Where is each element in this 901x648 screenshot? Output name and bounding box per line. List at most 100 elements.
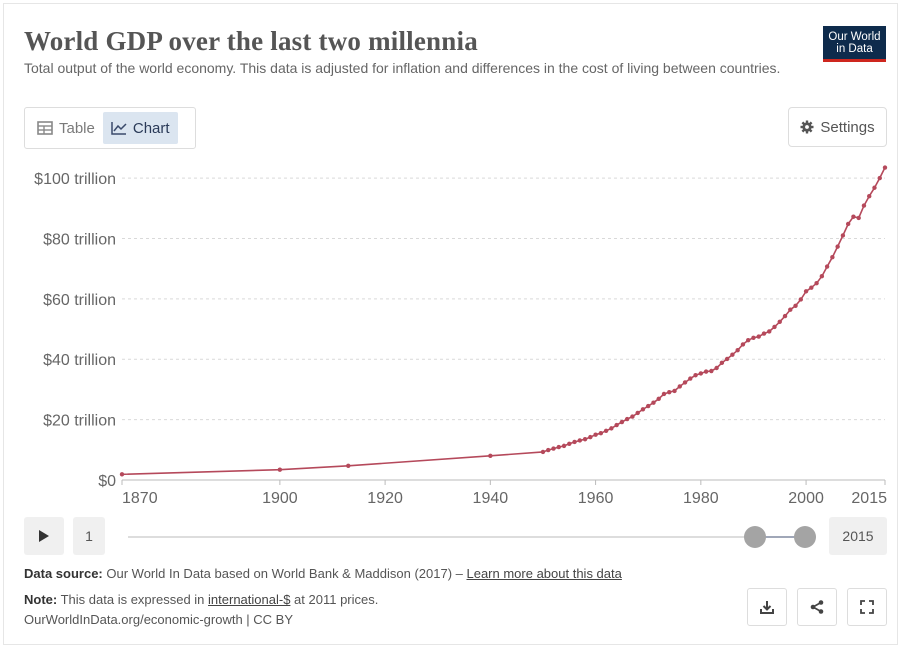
chart-subtitle: Total output of the world economy. This … bbox=[24, 60, 781, 76]
line-chart: $0 $20 trillion $40 trillion $60 trillion $8… bbox=[34, 165, 888, 507]
data-point bbox=[346, 463, 351, 469]
data-point bbox=[567, 441, 572, 446]
view-tabs: Table Chart bbox=[24, 107, 196, 149]
data-point bbox=[646, 403, 651, 409]
note-text-after: at 2011 prices. bbox=[294, 592, 379, 607]
source-url[interactable]: OurWorldInData.org/economic-growth | CC … bbox=[24, 612, 294, 627]
data-point bbox=[756, 334, 761, 339]
data-point bbox=[840, 233, 846, 238]
data-point bbox=[661, 391, 667, 397]
data-point bbox=[719, 360, 725, 366]
data-point bbox=[651, 400, 656, 405]
play-button[interactable] bbox=[24, 517, 64, 555]
y-tick-label: $100 trillion bbox=[34, 171, 116, 188]
data-point bbox=[556, 444, 561, 450]
data-point bbox=[877, 175, 882, 181]
data-point bbox=[677, 384, 682, 389]
x-tick-label: 1960 bbox=[578, 490, 614, 507]
data-point bbox=[845, 221, 851, 227]
chart-title: World GDP over the last two millennia bbox=[24, 26, 478, 56]
data-point bbox=[577, 438, 582, 443]
fullscreen-button[interactable] bbox=[847, 588, 887, 626]
data-source-label: Data source: bbox=[24, 566, 103, 581]
data-point bbox=[598, 431, 604, 436]
data-point bbox=[793, 303, 798, 309]
data-point bbox=[588, 434, 593, 440]
data-point bbox=[698, 371, 704, 376]
data-point bbox=[872, 185, 877, 190]
data-point bbox=[624, 416, 630, 422]
y-tick-label: $20 trillion bbox=[43, 413, 116, 430]
data-point bbox=[851, 214, 856, 219]
data-point bbox=[819, 274, 825, 279]
data-point bbox=[656, 396, 661, 401]
international-dollar-link[interactable]: international-$ bbox=[208, 592, 291, 607]
tab-table-label: Table bbox=[59, 119, 95, 137]
data-point bbox=[546, 447, 551, 453]
data-point bbox=[714, 365, 719, 371]
timeline-start-year[interactable]: 1 bbox=[73, 517, 105, 555]
download-button[interactable] bbox=[747, 588, 787, 626]
data-point bbox=[761, 331, 767, 336]
data-point bbox=[703, 369, 709, 374]
data-point bbox=[603, 428, 609, 433]
data-point bbox=[830, 254, 835, 260]
data-source-line: Data source: Our World In Data based on … bbox=[24, 566, 622, 581]
data-point bbox=[488, 453, 493, 459]
share-button[interactable] bbox=[797, 588, 837, 626]
fullscreen-icon bbox=[860, 600, 874, 614]
grid-lines bbox=[122, 177, 885, 421]
data-point bbox=[772, 324, 777, 330]
data-point bbox=[803, 289, 809, 294]
tab-table[interactable]: Table bbox=[29, 112, 103, 144]
data-source-text: Our World In Data based on World Bank & … bbox=[106, 566, 463, 581]
data-point bbox=[561, 443, 567, 449]
series-line-world bbox=[121, 167, 886, 476]
data-point bbox=[593, 432, 598, 437]
timeline-end-handle[interactable] bbox=[794, 526, 816, 548]
gear-icon bbox=[800, 120, 814, 134]
x-tick-label: 2000 bbox=[788, 490, 824, 507]
data-point bbox=[630, 414, 635, 419]
table-icon bbox=[37, 121, 53, 135]
tab-chart-label: Chart bbox=[132, 119, 170, 137]
chart-frame bbox=[3, 3, 898, 645]
data-point bbox=[777, 319, 782, 325]
data-point bbox=[751, 335, 756, 341]
timeline-end-year[interactable]: 2015 bbox=[829, 517, 887, 555]
data-point bbox=[540, 449, 546, 455]
line-chart-icon bbox=[111, 122, 127, 135]
data-point bbox=[782, 313, 788, 319]
data-point bbox=[582, 437, 588, 442]
data-point bbox=[835, 244, 840, 249]
data-point bbox=[693, 373, 698, 378]
x-tick-label: 1940 bbox=[473, 490, 509, 507]
learn-more-link[interactable]: Learn more about this data bbox=[466, 566, 622, 581]
data-point bbox=[798, 297, 804, 302]
series bbox=[119, 165, 888, 477]
data-point bbox=[809, 285, 814, 290]
note-label: Note: bbox=[24, 592, 58, 607]
data-point bbox=[119, 472, 125, 477]
settings-button[interactable]: Settings bbox=[788, 107, 887, 147]
share-icon bbox=[810, 600, 824, 614]
data-point bbox=[788, 307, 793, 312]
data-point bbox=[724, 356, 730, 362]
logo-line-1: Our World bbox=[828, 31, 881, 43]
tab-chart[interactable]: Chart bbox=[102, 112, 178, 144]
download-icon bbox=[760, 601, 774, 614]
data-point bbox=[856, 215, 861, 221]
owid-logo[interactable]: Our World in Data bbox=[823, 26, 886, 62]
data-point bbox=[882, 165, 888, 170]
logo-line-2: in Data bbox=[836, 43, 873, 55]
data-point bbox=[767, 329, 772, 334]
data-point bbox=[688, 376, 693, 381]
data-point bbox=[551, 446, 556, 451]
y-tick-label: $40 trillion bbox=[43, 352, 116, 369]
note-line: Note: This data is expressed in internat… bbox=[24, 592, 378, 607]
timeline-start-handle[interactable] bbox=[744, 526, 766, 548]
settings-label: Settings bbox=[820, 118, 875, 136]
timeline-track[interactable] bbox=[128, 536, 816, 538]
data-point bbox=[745, 338, 751, 343]
data-point bbox=[867, 194, 872, 199]
